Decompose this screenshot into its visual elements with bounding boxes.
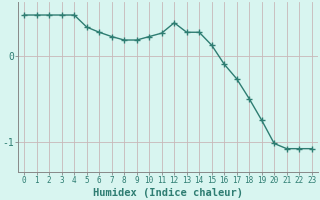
X-axis label: Humidex (Indice chaleur): Humidex (Indice chaleur) <box>93 188 243 198</box>
